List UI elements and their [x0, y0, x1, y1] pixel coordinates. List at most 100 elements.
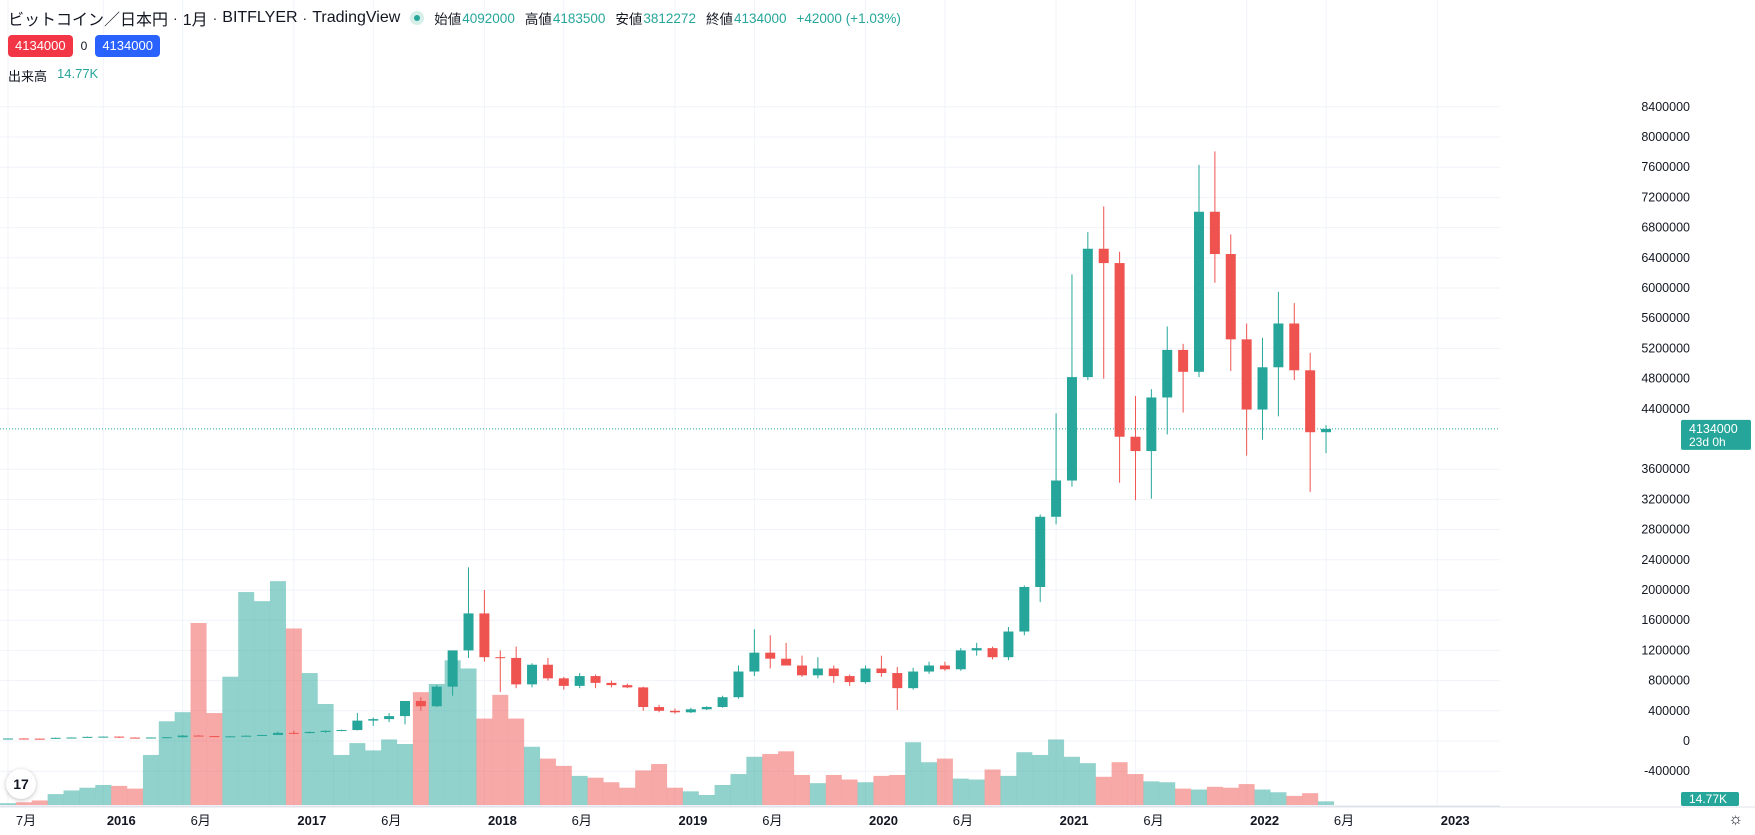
- volume-bar: [1206, 786, 1223, 805]
- candle-body: [130, 737, 141, 739]
- candle: [590, 674, 601, 689]
- candle: [304, 731, 315, 734]
- candle: [225, 736, 236, 738]
- close-value: 4134000: [733, 10, 787, 26]
- interval[interactable]: 1月: [182, 12, 208, 29]
- candle: [860, 665, 871, 684]
- symbol-header: ビットコイン／日本円 · 1月 · BITFLYER · TradingView…: [8, 6, 911, 30]
- candle-body: [1019, 586, 1030, 632]
- volume-bar: [142, 754, 159, 805]
- candle: [18, 738, 29, 740]
- time-tick-label: 6月: [953, 813, 973, 828]
- candle-body: [209, 736, 220, 738]
- sell-button[interactable]: 4134000: [8, 35, 73, 57]
- volume-bar: [571, 775, 588, 805]
- candle: [1289, 303, 1300, 381]
- candle: [1146, 389, 1157, 499]
- volume-bar: [31, 800, 48, 805]
- candle: [511, 646, 522, 689]
- candle: [574, 673, 585, 689]
- candle-body: [1051, 480, 1062, 517]
- current-price-label: 4134000 23d 0h: [1681, 419, 1751, 450]
- candle: [447, 650, 458, 696]
- volume-bar: [47, 794, 64, 805]
- candle-body: [955, 650, 966, 670]
- candle-body: [1003, 631, 1014, 658]
- volume-value: 14.77K: [57, 66, 99, 81]
- candle: [828, 665, 839, 683]
- current-price-value: 4134000: [1689, 422, 1738, 436]
- volume-bar: [1302, 793, 1319, 805]
- time-tick-label: 6月: [1334, 813, 1354, 828]
- candle: [82, 736, 93, 738]
- candle-body: [971, 648, 982, 651]
- candle-body: [336, 730, 347, 732]
- volume-bar: [841, 779, 858, 805]
- volume-bar: [412, 692, 429, 805]
- volume-bar: [1095, 776, 1112, 805]
- candle: [844, 674, 855, 686]
- settings-gear-icon[interactable]: ☼: [1728, 811, 1743, 828]
- volume-bar: [984, 769, 1001, 805]
- market-status-icon[interactable]: [410, 11, 425, 25]
- candle-body: [384, 716, 395, 720]
- data-source: TradingView: [312, 9, 401, 26]
- candle: [431, 685, 442, 708]
- volume-bar: [1048, 739, 1065, 805]
- candle: [384, 713, 395, 723]
- candle: [1114, 251, 1125, 483]
- candle: [685, 707, 696, 714]
- price-tick-label: 2000000: [1641, 583, 1690, 597]
- candle: [1225, 234, 1236, 372]
- price-tick-label: 5200000: [1641, 341, 1690, 355]
- candle: [987, 646, 998, 660]
- candle-body: [400, 700, 410, 717]
- volume-bar: [63, 790, 80, 805]
- buy-button[interactable]: 4134000: [95, 35, 160, 57]
- candle: [558, 676, 569, 690]
- volume-bar: [698, 794, 715, 805]
- volume-bar: [285, 628, 302, 805]
- volume-bar: [460, 668, 477, 805]
- volume-bar: [1318, 801, 1335, 805]
- candle: [288, 730, 299, 735]
- price-tick-label: 1600000: [1641, 613, 1690, 627]
- candle-body: [669, 710, 680, 713]
- price-tick-label: 7600000: [1641, 160, 1690, 174]
- volume-legend[interactable]: 出来高 14.77K: [8, 66, 98, 85]
- symbol-name[interactable]: ビットコイン／日本円: [8, 12, 169, 29]
- volume-bar: [968, 779, 985, 805]
- candle-body: [1273, 323, 1284, 368]
- volume-bar: [1286, 795, 1303, 805]
- volume-bar: [492, 694, 509, 805]
- candle: [701, 706, 712, 711]
- candle: [1178, 343, 1189, 413]
- candle: [1019, 585, 1030, 636]
- candle-body: [924, 665, 935, 672]
- candle-body: [225, 736, 236, 738]
- candle: [241, 735, 252, 737]
- volume-bar: [1254, 789, 1271, 805]
- candle: [114, 736, 125, 738]
- time-tick-label: 2019: [678, 813, 707, 828]
- tradingview-logo-icon[interactable]: 17: [6, 769, 36, 799]
- time-tick-label: 6月: [762, 813, 782, 828]
- price-tick-label: 8000000: [1641, 130, 1690, 144]
- volume-bar: [619, 787, 636, 805]
- volume-bar: [508, 718, 525, 805]
- volume-bar: [651, 764, 668, 805]
- volume-bar: [889, 774, 906, 805]
- candle: [479, 590, 490, 662]
- candle: [463, 567, 474, 658]
- candle-body: [1114, 263, 1125, 437]
- candle-body: [1162, 349, 1173, 398]
- separator: ·: [212, 10, 218, 26]
- candle: [352, 713, 363, 731]
- time-tick-label: 7月: [16, 813, 36, 828]
- candle: [1035, 514, 1046, 603]
- candle-body: [654, 707, 665, 711]
- candle-body: [606, 682, 617, 686]
- candle-body: [987, 648, 998, 658]
- candle: [717, 695, 728, 708]
